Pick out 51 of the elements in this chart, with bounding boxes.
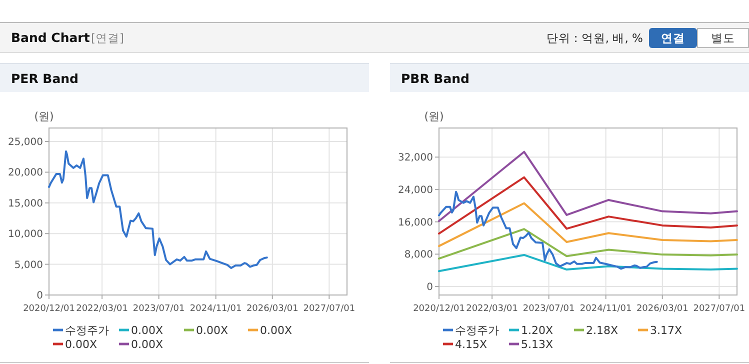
line-series [438, 202, 738, 248]
legend-label: 0.00X [260, 324, 292, 337]
y-axis-title: (원) [34, 110, 54, 123]
x-tick-label: 2027/07/01 [693, 304, 746, 314]
text: 연결 [661, 31, 685, 45]
y-tick-label: 10,000 [8, 229, 43, 240]
legend-label: 3.17X [650, 324, 682, 337]
y-tick-label: 16,000 [398, 217, 433, 228]
x-tick-label: 2023/07/01 [522, 304, 575, 314]
line-series [438, 254, 738, 272]
x-tick-label: 2024/11/01 [190, 304, 242, 314]
y-tick-label: 0 [36, 290, 43, 302]
x-tick-label: 2027/07/01 [303, 304, 356, 314]
y-axis-title: (원) [424, 110, 444, 123]
y-tick-label: 15,000 [8, 198, 43, 210]
y-tick-label: 32,000 [398, 152, 433, 164]
legend-label: 0.00X [131, 324, 164, 337]
x-tick-label: 2026/03/01 [636, 304, 688, 314]
line-series [438, 190, 658, 270]
chart-title: PER Band [11, 71, 78, 86]
legend-label: 5.13X [521, 338, 554, 351]
x-tick-label: 2022/03/01 [466, 304, 518, 314]
y-tick-label: 8,000 [404, 250, 433, 261]
text: 단위 : 억원, 배, % [546, 31, 644, 45]
legend-label: 0.00X [131, 338, 164, 351]
text: 별도 [711, 31, 735, 45]
x-tick-label: 2023/07/01 [132, 304, 185, 314]
text: Band Chart [11, 30, 90, 45]
legend-label: 수정주가 [65, 324, 109, 337]
y-tick-label: 0 [426, 282, 433, 294]
line-series [48, 150, 268, 269]
y-tick-label: 24,000 [398, 184, 433, 196]
legend-label: 0.00X [196, 324, 228, 337]
x-tick-label: 2026/03/01 [246, 304, 298, 314]
legend-label: 2.18X [586, 324, 618, 337]
y-tick-label: 25,000 [8, 137, 43, 148]
x-tick-label: 2020/12/01 [413, 304, 465, 314]
x-tick-label: 2024/11/01 [580, 304, 632, 314]
line-series [438, 176, 738, 235]
legend-label: 1.20X [521, 324, 554, 337]
chart-title: PBR Band [401, 71, 470, 86]
legend-label: 4.15X [455, 338, 488, 351]
line-series [438, 150, 738, 222]
y-tick-label: 20,000 [8, 168, 43, 179]
x-tick-label: 2022/03/01 [76, 304, 128, 314]
legend-label: 수정주가 [455, 324, 499, 337]
y-tick-label: 5,000 [14, 260, 43, 271]
line-series [438, 228, 738, 260]
x-tick-label: 2020/12/01 [23, 304, 75, 314]
text: [연결] [91, 31, 124, 45]
legend-label: 0.00X [65, 338, 98, 351]
